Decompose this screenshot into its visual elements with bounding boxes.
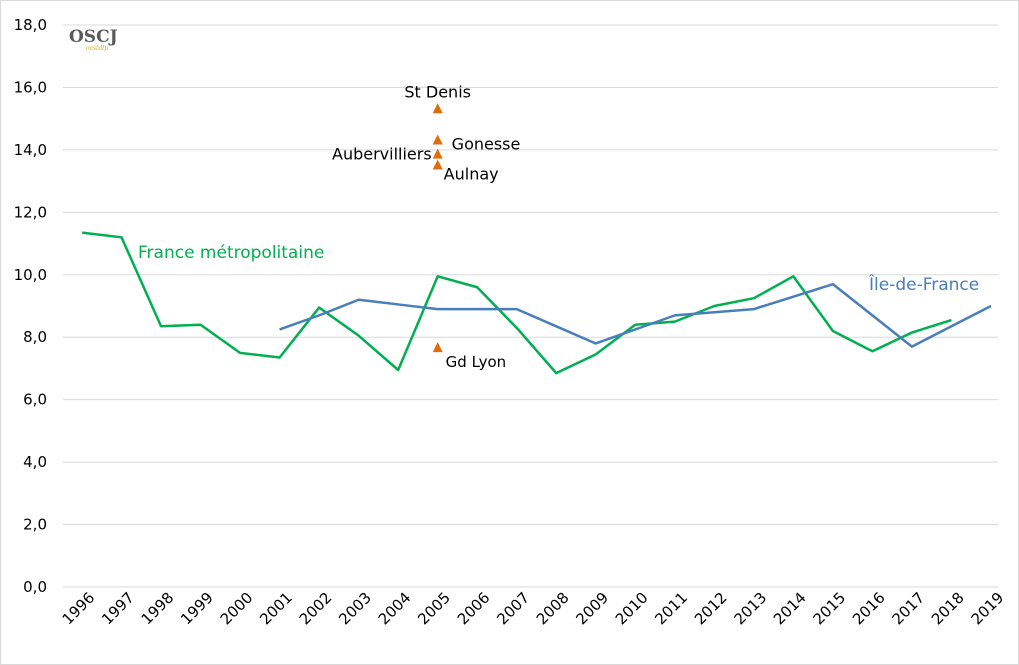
- gridlines: [63, 24, 998, 588]
- x-tick-label: 2003: [335, 589, 375, 629]
- x-tick-label: 2004: [375, 589, 415, 629]
- x-tick-label: 2005: [414, 589, 454, 629]
- x-tick-label: 2001: [256, 589, 296, 629]
- point-label-aulnay: Aulnay: [444, 165, 499, 184]
- x-tick-label: 2011: [651, 589, 691, 629]
- y-tick-label: 0,0: [23, 578, 47, 596]
- x-tick-label: 2019: [968, 589, 1008, 629]
- logo-text: OSCJ: [69, 27, 118, 47]
- y-tick-label: 14,0: [14, 141, 47, 159]
- x-tick-label: 2007: [493, 589, 533, 629]
- point-label-gonesse: Gonesse: [452, 135, 521, 154]
- x-tick-label: 1998: [138, 589, 178, 629]
- point-marker-aulnay: [432, 159, 443, 170]
- x-tick-label: 1996: [59, 589, 99, 629]
- series-label-idf: Île-de-France: [868, 273, 979, 295]
- x-tick-label: 2014: [770, 589, 810, 629]
- x-tick-label: 1997: [98, 589, 138, 629]
- series-label-france: France métropolitaine: [138, 243, 324, 263]
- x-tick-label: 2009: [572, 589, 612, 629]
- y-tick-label: 4,0: [23, 453, 47, 471]
- point-marker-gd-lyon: [432, 342, 443, 353]
- series-line-france: [81, 231, 952, 375]
- x-tick-label: 1999: [177, 589, 217, 629]
- point-label-gd-lyon: Gd Lyon: [446, 353, 506, 371]
- x-tick-label: 2008: [533, 589, 573, 629]
- x-tick-label: 2010: [612, 589, 652, 629]
- x-tick-label: 2015: [809, 589, 849, 629]
- x-tick-label: 2016: [849, 589, 889, 629]
- x-tick-label: 2013: [730, 589, 770, 629]
- y-tick-label: 10,0: [14, 266, 47, 284]
- point-label-aubervilliers: Aubervilliers: [332, 145, 432, 164]
- x-axis-ticks: 1996 1997 1998 1999 2000 2001 2002 2003 2004 2005…: [59, 589, 1008, 629]
- y-tick-label: 16,0: [14, 78, 47, 96]
- series-lines: [81, 231, 992, 375]
- city-points: St Denis Gonesse Aubervilliers Aulnay Gd Lyo…: [332, 82, 520, 371]
- point-marker-aubervilliers: [432, 148, 443, 159]
- x-tick-label: 2000: [217, 589, 257, 629]
- point-marker-gonesse: [432, 134, 443, 145]
- y-tick-label: 12,0: [14, 203, 47, 221]
- x-tick-label: 2012: [691, 589, 731, 629]
- logo-subtext: ocstdlp: [86, 45, 108, 52]
- x-tick-label: 2006: [454, 589, 494, 629]
- y-tick-label: 6,0: [23, 391, 47, 409]
- y-tick-label: 18,0: [14, 16, 47, 34]
- logo: OSCJ ocstdlp: [69, 27, 118, 52]
- x-tick-label: 2018: [928, 589, 968, 629]
- y-axis-ticks: 0,0 2,0 4,0 6,0 8,0 10,0 12,0 14,0 16,0 18,0: [14, 16, 47, 596]
- x-tick-label: 2002: [296, 589, 336, 629]
- y-tick-label: 8,0: [23, 328, 47, 346]
- series-line-idf: [279, 282, 992, 348]
- x-tick-label: 2017: [889, 589, 929, 629]
- y-tick-label: 2,0: [23, 516, 47, 534]
- point-marker-st-denis: [432, 103, 443, 114]
- point-label-st-denis: St Denis: [404, 82, 471, 101]
